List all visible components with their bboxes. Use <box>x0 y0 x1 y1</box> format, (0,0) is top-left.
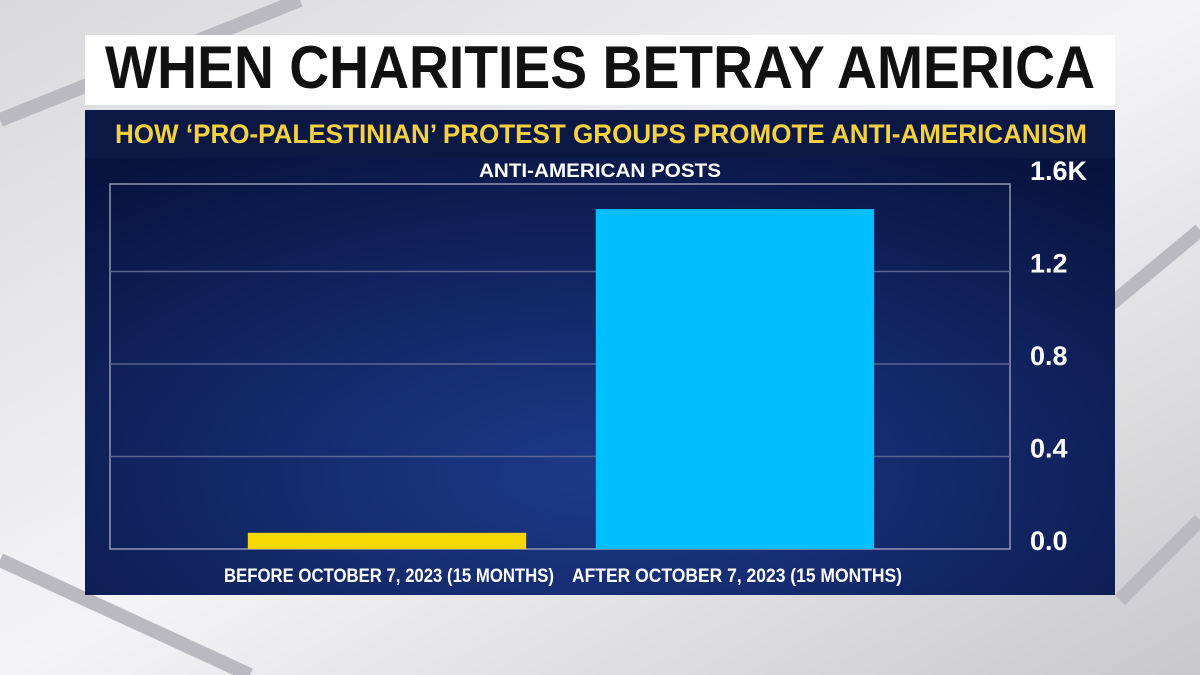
y-tick-label: 0.4 <box>1030 434 1068 464</box>
x-tick-label: AFTER OCTOBER 7, 2023 (15 MONTHS) <box>572 566 902 587</box>
plot-frame <box>109 183 1011 550</box>
title-banner <box>85 35 1115 105</box>
subtitle-bar <box>85 110 1115 158</box>
chart-title: WHEN CHARITIES BETRAY AMERICA <box>105 34 1095 101</box>
bar <box>247 532 527 549</box>
y-tick-label: 0.8 <box>1030 341 1068 371</box>
y-tick-label: 1.2 <box>1030 249 1068 279</box>
bar <box>595 209 875 549</box>
chart-subtitle: HOW ‘PRO-PALESTINIAN’ PROTEST GROUPS PRO… <box>115 119 1087 149</box>
y-tick-label: 0.0 <box>1030 526 1068 556</box>
y-tick-label: 1.6K <box>1030 156 1088 186</box>
axis-title: ANTI-AMERICAN POSTS <box>479 161 721 182</box>
x-tick-label: BEFORE OCTOBER 7, 2023 (15 MONTHS) <box>224 566 554 587</box>
